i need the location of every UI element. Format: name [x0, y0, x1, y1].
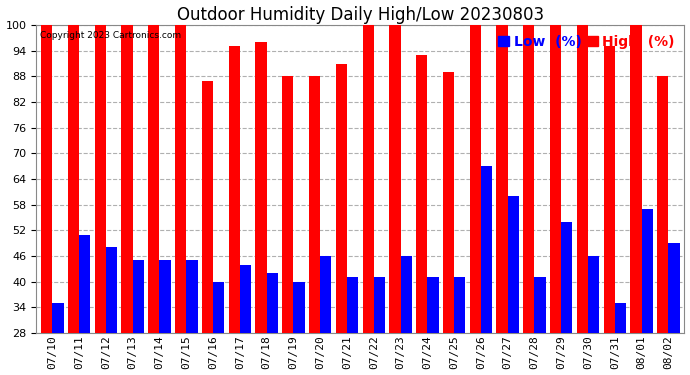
- Bar: [496, 25, 508, 333]
- Bar: [320, 256, 331, 333]
- Bar: [389, 25, 400, 333]
- Bar: [588, 256, 600, 333]
- Bar: [631, 25, 642, 333]
- Bar: [561, 222, 573, 333]
- Bar: [508, 196, 519, 333]
- Bar: [535, 278, 546, 333]
- Bar: [481, 166, 492, 333]
- Bar: [240, 264, 251, 333]
- Bar: [68, 25, 79, 333]
- Bar: [657, 76, 669, 333]
- Bar: [121, 25, 132, 333]
- Bar: [132, 260, 144, 333]
- Bar: [95, 25, 106, 333]
- Bar: [347, 278, 358, 333]
- Bar: [615, 303, 626, 333]
- Bar: [470, 25, 481, 333]
- Bar: [255, 42, 266, 333]
- Bar: [374, 278, 385, 333]
- Bar: [175, 25, 186, 333]
- Text: Copyright 2023 Cartronics.com: Copyright 2023 Cartronics.com: [39, 31, 181, 40]
- Bar: [309, 76, 320, 333]
- Bar: [201, 81, 213, 333]
- Legend: Low  (%), High  (%): Low (%), High (%): [495, 32, 678, 52]
- Bar: [454, 278, 465, 333]
- Bar: [106, 248, 117, 333]
- Bar: [266, 273, 278, 333]
- Bar: [362, 25, 374, 333]
- Bar: [186, 260, 197, 333]
- Bar: [604, 46, 615, 333]
- Bar: [416, 55, 427, 333]
- Bar: [642, 209, 653, 333]
- Bar: [79, 235, 90, 333]
- Bar: [427, 278, 439, 333]
- Bar: [293, 282, 305, 333]
- Bar: [400, 256, 412, 333]
- Bar: [148, 25, 159, 333]
- Bar: [669, 243, 680, 333]
- Bar: [443, 72, 454, 333]
- Bar: [228, 46, 240, 333]
- Bar: [336, 64, 347, 333]
- Bar: [52, 303, 63, 333]
- Bar: [550, 25, 561, 333]
- Bar: [159, 260, 170, 333]
- Bar: [41, 25, 52, 333]
- Bar: [282, 76, 293, 333]
- Bar: [213, 282, 224, 333]
- Title: Outdoor Humidity Daily High/Low 20230803: Outdoor Humidity Daily High/Low 20230803: [177, 6, 544, 24]
- Bar: [523, 25, 535, 333]
- Bar: [577, 25, 588, 333]
